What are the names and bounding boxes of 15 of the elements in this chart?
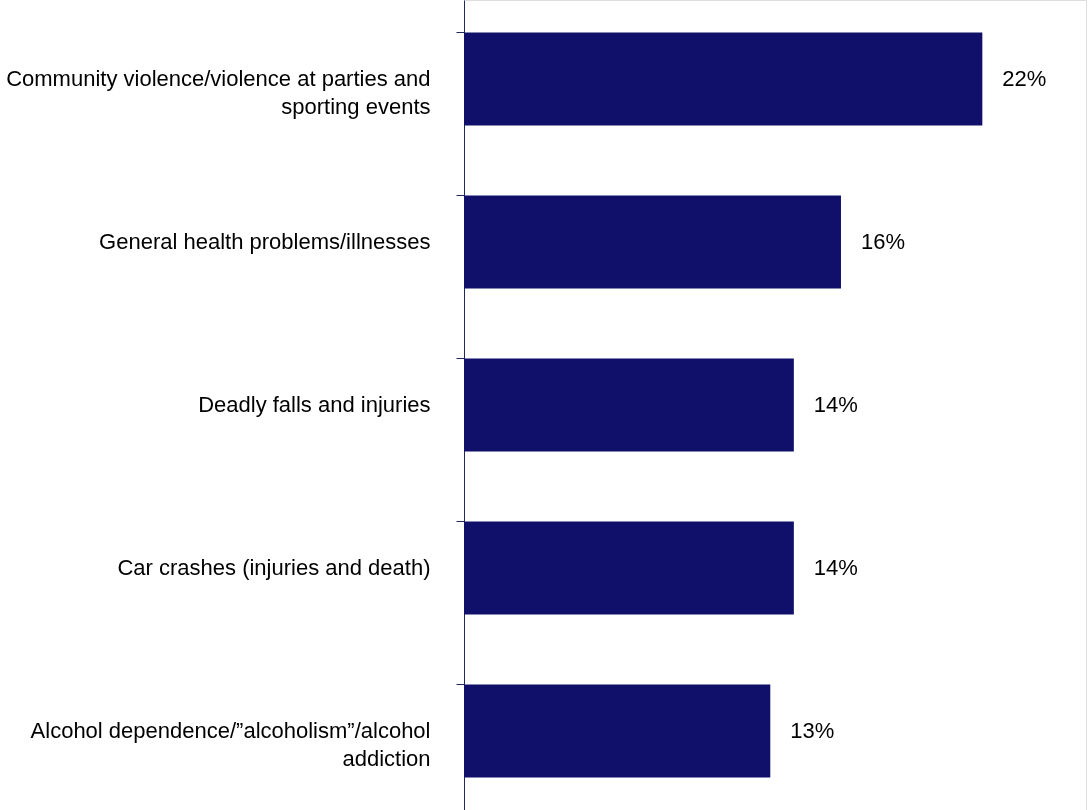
data-label: 14% (813, 392, 858, 417)
bar (464, 684, 771, 778)
y-tick-label: Alcohol dependence/”alcoholism”/alcohol addiction (30, 717, 431, 771)
y-tick-label: Car crashes (injuries and death) (117, 554, 431, 580)
y-tick-label: General health problems/illnesses (99, 229, 431, 255)
bar (464, 32, 983, 126)
data-label: 16% (860, 229, 906, 255)
bar (464, 521, 794, 615)
y-tick-label: Deadly falls and injuries (198, 392, 431, 417)
data-label: 14% (813, 554, 858, 580)
bar (464, 195, 841, 289)
data-label: 13% (790, 717, 835, 743)
data-label: 22% (1002, 66, 1047, 92)
bar (464, 358, 794, 452)
y-tick-label: Community violence/violence at parties and sporting events (6, 66, 431, 120)
